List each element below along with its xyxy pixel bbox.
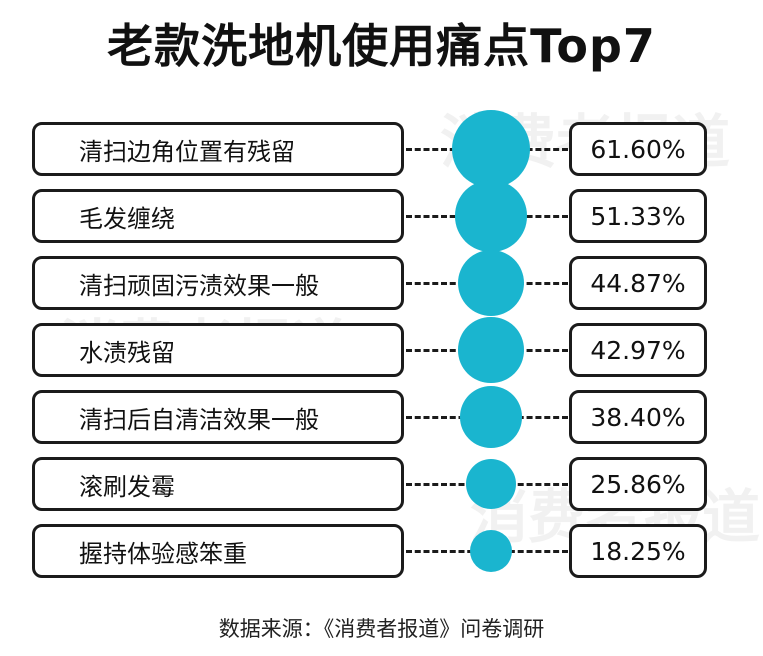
category-label: 握持体验感笨重 [32, 524, 404, 578]
leader-line [406, 349, 482, 352]
category-label: 清扫后自清洁效果一般 [32, 390, 404, 444]
chart-row: 清扫后自清洁效果一般 38.40% [0, 386, 763, 448]
chart-row: 清扫顽固污渍效果一般 44.87% [0, 249, 763, 317]
leader-line [406, 148, 482, 151]
leader-line [406, 215, 482, 218]
chart-row: 毛发缠绕 51.33% [0, 180, 763, 252]
value-label: 18.25% [569, 524, 707, 578]
leader-line [500, 416, 568, 419]
leader-line [500, 550, 568, 553]
category-label: 毛发缠绕 [32, 189, 404, 243]
chart-row: 清扫边角位置有残留 61.60% [0, 110, 763, 188]
value-bubble [457, 249, 525, 317]
category-label: 滚刷发霉 [32, 457, 404, 511]
value-label: 51.33% [569, 189, 707, 243]
category-label: 水渍残留 [32, 323, 404, 377]
value-label: 42.97% [569, 323, 707, 377]
value-label: 38.40% [569, 390, 707, 444]
leader-line [406, 282, 482, 285]
value-bubble [460, 386, 522, 448]
leader-line [406, 416, 482, 419]
chart-row: 滚刷发霉 25.86% [0, 453, 763, 515]
value-label: 25.86% [569, 457, 707, 511]
leader-line [406, 550, 482, 553]
leader-line [500, 215, 568, 218]
chart-row: 握持体验感笨重 18.25% [0, 520, 763, 582]
leader-line [500, 483, 568, 486]
chart-row: 水渍残留 42.97% [0, 317, 763, 383]
value-bubble [465, 458, 517, 510]
leader-line [500, 148, 568, 151]
value-bubble [455, 180, 527, 252]
chart-title: 老款洗地机使用痛点Top7 [107, 19, 656, 73]
value-label: 44.87% [569, 256, 707, 310]
value-bubble [469, 529, 513, 573]
value-label: 61.60% [569, 122, 707, 176]
category-label: 清扫边角位置有残留 [32, 122, 404, 176]
leader-line [500, 282, 568, 285]
data-source: 数据来源：《消费者报道》问卷调研 [218, 617, 545, 641]
leader-line [500, 349, 568, 352]
chart-area: 清扫边角位置有残留 61.60% 毛发缠绕 51.33% 清扫顽固污渍效果一般 44.87… [0, 110, 763, 588]
leader-line [406, 483, 482, 486]
value-bubble [458, 317, 524, 383]
category-label: 清扫顽固污渍效果一般 [32, 256, 404, 310]
value-bubble [452, 110, 530, 188]
